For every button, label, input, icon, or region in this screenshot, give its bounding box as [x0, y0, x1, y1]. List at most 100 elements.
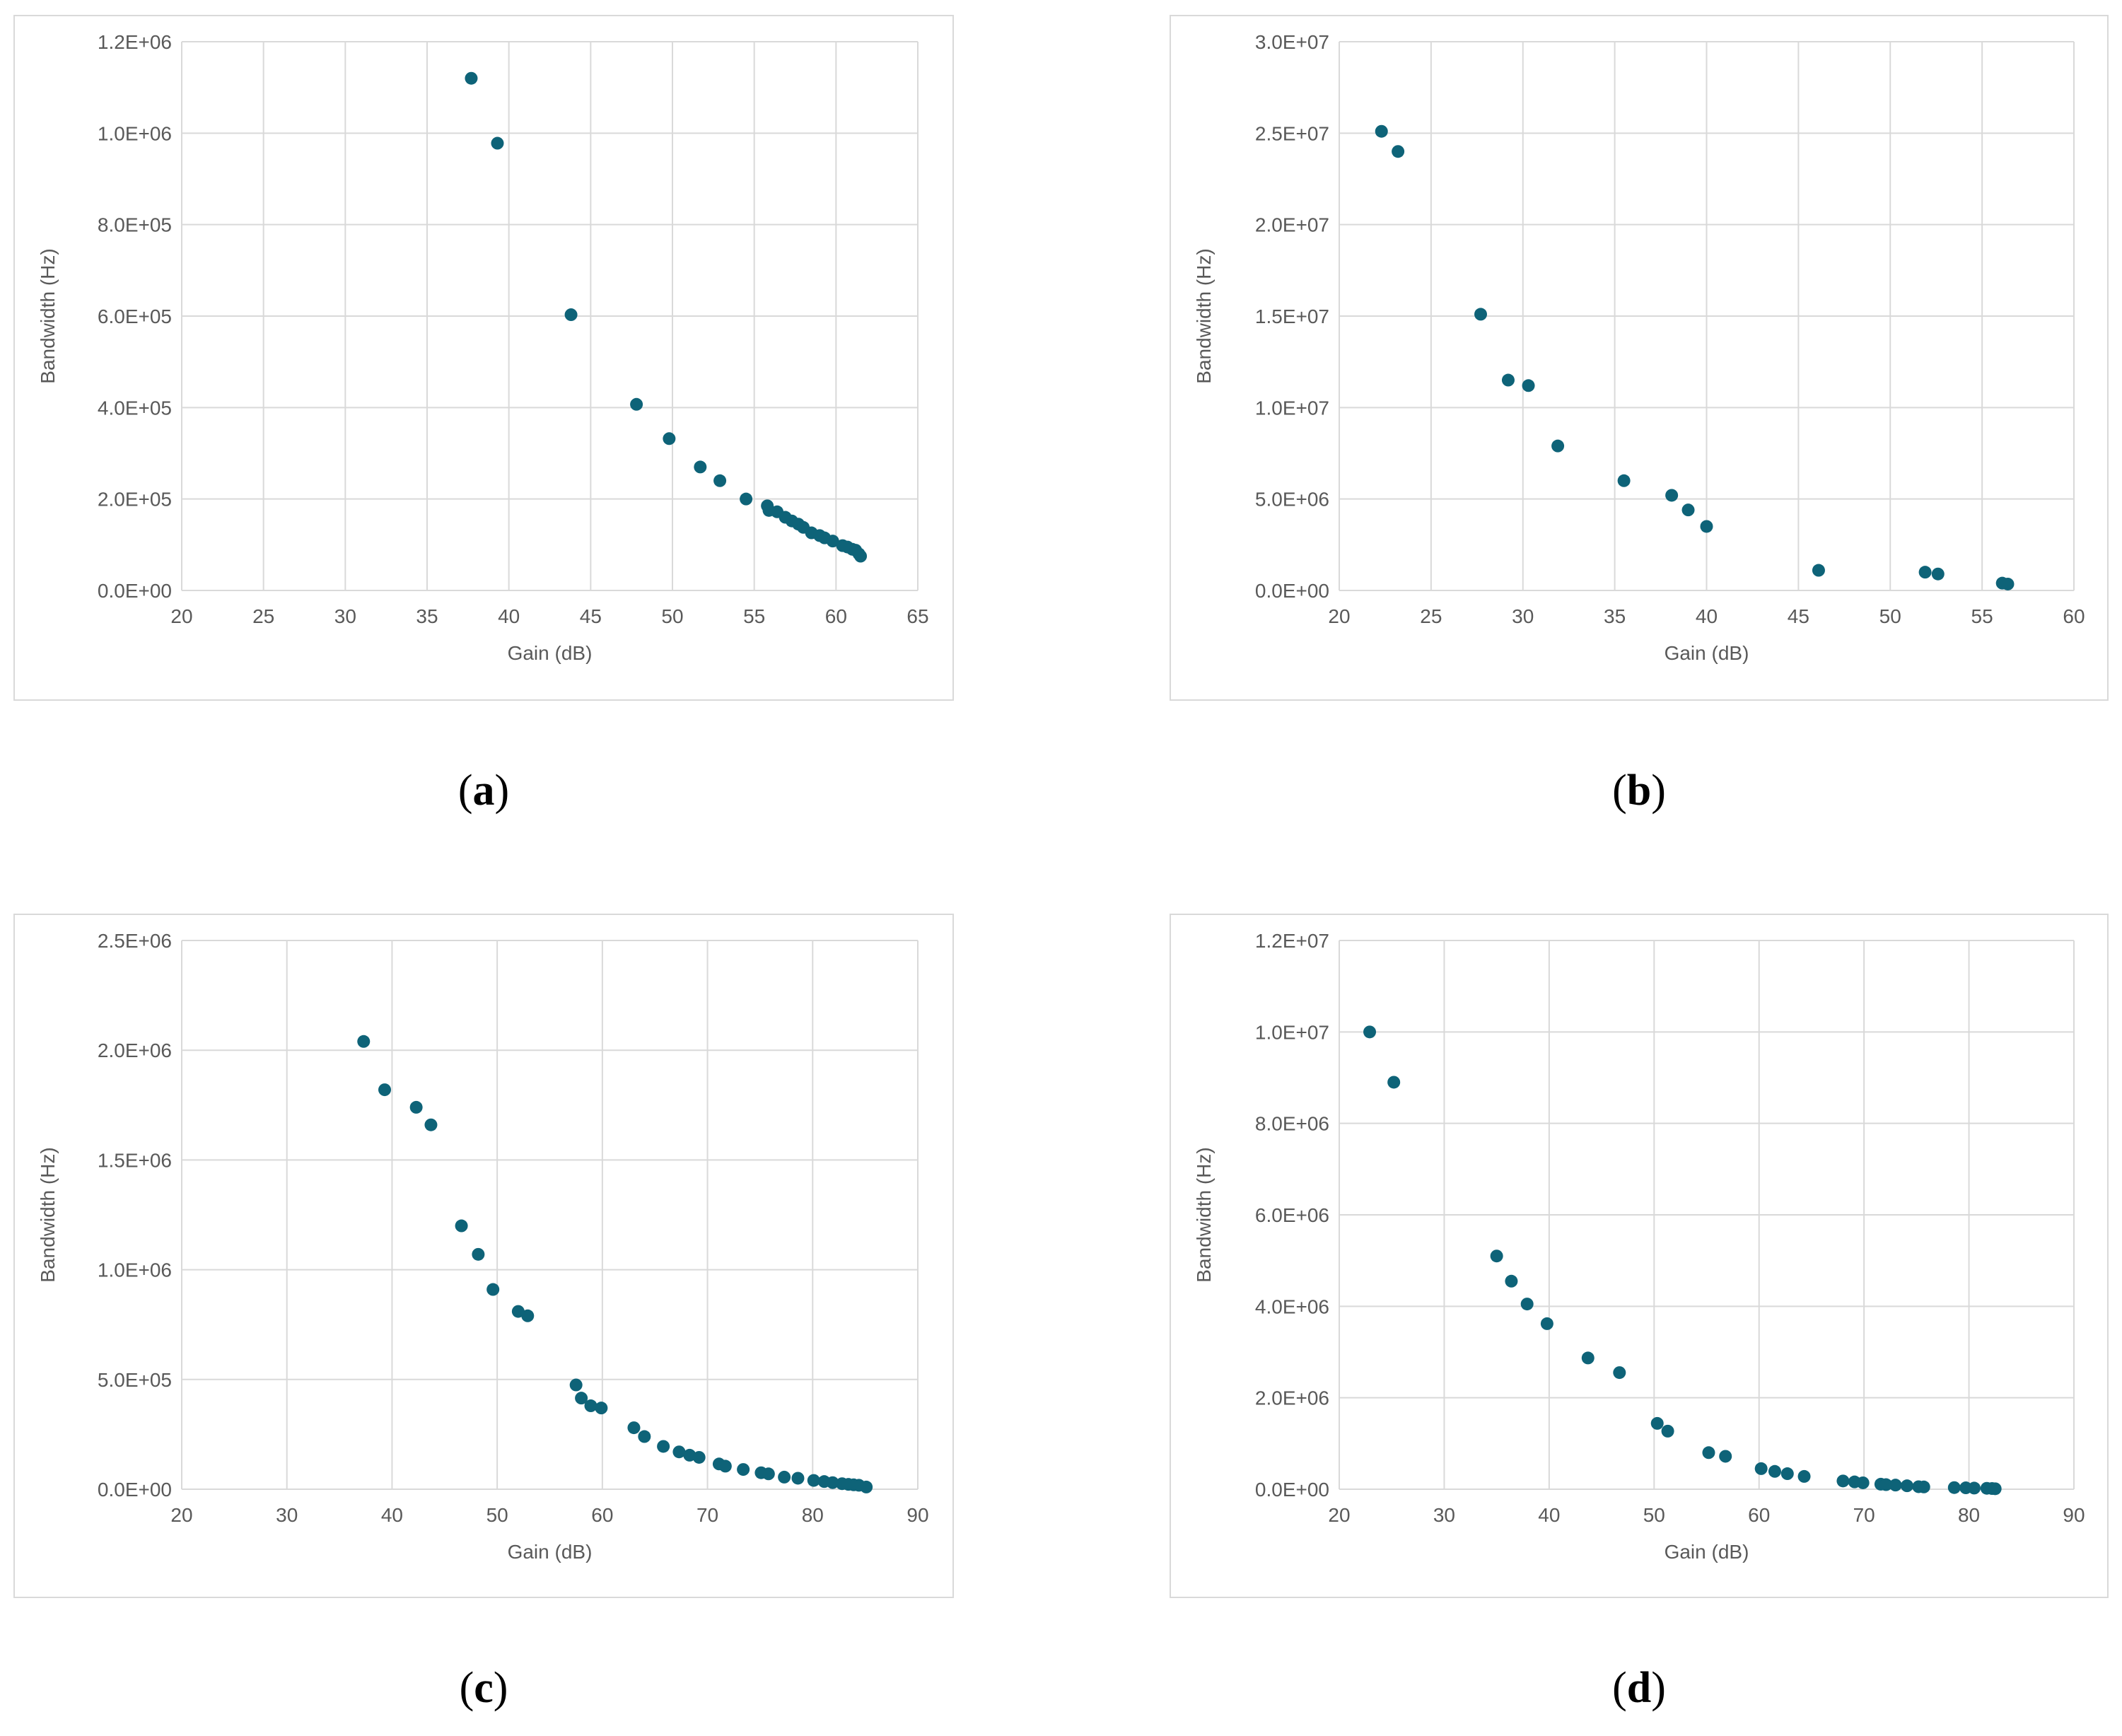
data-point-c — [472, 1247, 485, 1261]
data-point-d — [1900, 1479, 1913, 1493]
x-tick-label: 45 — [580, 605, 602, 627]
data-point-d — [1780, 1467, 1794, 1481]
y-tick-label: 4.0E+06 — [1255, 1295, 1329, 1317]
data-point-b — [1918, 566, 1932, 579]
y-tick-label: 1.0E+06 — [98, 1259, 172, 1281]
y-tick-label: 5.0E+05 — [98, 1369, 172, 1391]
y-tick-label: 2.0E+06 — [98, 1039, 172, 1061]
x-tick-label: 60 — [1748, 1504, 1770, 1526]
data-point-c — [521, 1309, 535, 1322]
x-tick-label: 40 — [381, 1504, 403, 1526]
y-tick-label: 0.0E+00 — [1255, 1479, 1329, 1501]
data-point-c — [692, 1450, 706, 1464]
y-tick-label: 2.0E+05 — [98, 489, 172, 511]
data-point-b — [1665, 489, 1679, 502]
y-tick-label: 5.0E+06 — [1255, 489, 1329, 511]
data-point-c — [357, 1035, 371, 1048]
data-point-c — [762, 1467, 775, 1481]
x-tick-label: 70 — [1853, 1504, 1875, 1526]
y-tick-label: 3.0E+07 — [1255, 31, 1329, 53]
data-point-c — [424, 1118, 438, 1131]
caption-c-letter: c — [474, 1664, 494, 1712]
x-tick-label: 45 — [1788, 605, 1809, 627]
x-tick-label: 50 — [486, 1504, 508, 1526]
data-point-a — [465, 71, 478, 85]
data-point-d — [1490, 1249, 1503, 1263]
data-point-b — [1551, 439, 1565, 453]
data-point-c — [826, 1476, 839, 1489]
y-tick-label: 6.0E+06 — [1255, 1204, 1329, 1226]
y-tick-label: 2.0E+06 — [1255, 1387, 1329, 1409]
data-point-d — [1540, 1317, 1553, 1330]
data-point-c — [575, 1392, 588, 1405]
x-tick-label: 35 — [416, 605, 438, 627]
data-point-a — [740, 492, 753, 506]
data-point-d — [1719, 1450, 1732, 1463]
y-tick-label: 8.0E+06 — [1255, 1113, 1329, 1135]
x-tick-label: 20 — [170, 605, 192, 627]
data-point-a — [491, 136, 504, 150]
data-point-c — [595, 1402, 608, 1415]
data-point-d — [1889, 1479, 1902, 1492]
data-point-a — [854, 549, 868, 563]
data-point-c — [657, 1440, 670, 1453]
x-tick-label: 55 — [743, 605, 765, 627]
data-point-d — [1797, 1469, 1811, 1483]
x-tick-label: 50 — [1879, 605, 1901, 627]
y-tick-label: 0.0E+00 — [1255, 580, 1329, 602]
x-tick-label: 30 — [334, 605, 356, 627]
scatter-plot-b: 0.0E+00 5.0E+06 1.0E+07 1.5E+07 2.0E+07 2.5E+… — [1193, 31, 2085, 664]
x-tick-label: 35 — [1604, 605, 1626, 627]
x-tick-label: 60 — [825, 605, 847, 627]
data-point-c — [511, 1305, 525, 1318]
data-point-d — [1917, 1480, 1930, 1493]
data-point-b — [1392, 145, 1405, 158]
data-point-a — [826, 535, 839, 548]
data-point-a — [694, 460, 707, 474]
x-tick-label: 65 — [906, 605, 928, 627]
x-axis-title: Gain (dB) — [508, 1541, 593, 1563]
data-point-d — [1613, 1366, 1626, 1380]
x-tick-label: 25 — [252, 605, 274, 627]
data-point-d — [1836, 1474, 1850, 1488]
x-tick-label: 25 — [1420, 605, 1442, 627]
x-tick-label: 20 — [170, 1504, 192, 1526]
chart-panel-a: 0.0E+00 2.0E+05 4.0E+05 6.0E+05 8.0E+05 1.0E+… — [13, 15, 954, 701]
x-tick-label: 60 — [2063, 605, 2085, 627]
y-tick-label: 1.0E+06 — [98, 122, 172, 144]
data-point-d — [1768, 1464, 1781, 1478]
data-point-d — [1856, 1476, 1870, 1489]
data-point-a — [564, 308, 578, 322]
y-tick-label: 1.2E+07 — [1255, 930, 1329, 952]
data-point-c — [807, 1474, 820, 1487]
caption-b-letter: b — [1626, 767, 1652, 815]
data-point-b — [1681, 503, 1695, 517]
data-point-d — [1988, 1482, 2002, 1496]
x-tick-label: 50 — [661, 605, 683, 627]
data-point-d — [1661, 1424, 1674, 1438]
scatter-plot-c: 0.0E+00 5.0E+05 1.0E+06 1.5E+06 2.0E+06 2.5E+… — [37, 930, 929, 1563]
x-tick-label: 50 — [1643, 1504, 1665, 1526]
data-point-c — [627, 1421, 641, 1435]
data-point-d — [1879, 1478, 1893, 1491]
x-tick-label: 40 — [1538, 1504, 1560, 1526]
data-point-b — [1522, 379, 1535, 392]
y-axis-title: Bandwidth (Hz) — [1193, 248, 1215, 383]
y-axis-title: Bandwidth (Hz) — [37, 248, 59, 383]
data-point-c — [455, 1219, 468, 1233]
data-point-c — [860, 1480, 873, 1493]
x-axis-title: Gain (dB) — [1665, 642, 1749, 664]
y-tick-label: 1.5E+06 — [98, 1149, 172, 1171]
y-tick-label: 2.0E+07 — [1255, 214, 1329, 236]
y-tick-label: 0.0E+00 — [98, 580, 172, 602]
chart-panel-b: 0.0E+00 5.0E+06 1.0E+07 1.5E+07 2.0E+07 2.5E+… — [1170, 15, 2109, 701]
data-point-d — [1581, 1351, 1595, 1365]
data-point-c — [569, 1378, 583, 1392]
x-tick-label: 90 — [2063, 1504, 2085, 1526]
data-point-c — [791, 1472, 805, 1485]
y-axis-title: Bandwidth (Hz) — [1193, 1147, 1215, 1282]
x-tick-label: 40 — [1696, 605, 1718, 627]
x-tick-label: 70 — [696, 1504, 718, 1526]
y-tick-label: 4.0E+05 — [98, 397, 172, 419]
y-tick-label: 2.5E+07 — [1255, 122, 1329, 144]
